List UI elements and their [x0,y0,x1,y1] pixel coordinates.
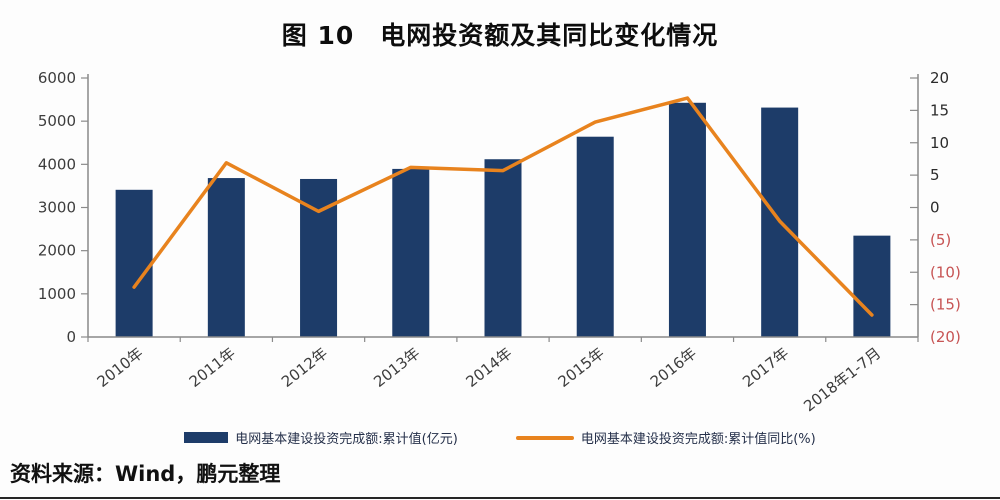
legend-item-bar-series: 电网基本建设投资完成额:累计值(亿元) [184,428,458,447]
right-axis-label-20: 20 [930,69,949,87]
line-series-swatch [515,435,574,440]
yoy-line [132,96,874,317]
right-axis-label--15: (15) [930,296,961,314]
chart-legend: 电网基本建设投资完成额:累计值(亿元) 电网基本建设投资完成额:累计值同比(%) [0,428,1000,447]
chart-canvas: 0 1000 2000 3000 4000 5000 6000 (20) (15) (10) (5)… [38,69,961,415]
right-axis-label-10: 10 [930,134,949,152]
bar-2018年1-7月 [853,235,891,337]
bottom-divider [0,497,1000,499]
left-axis-label-0: 0 [66,328,76,346]
right-axis-label-15: 15 [930,101,949,119]
x-axis-label-2013年: 2013年 [370,344,423,391]
bar-2013年 [392,168,430,337]
left-axis-label-3000: 3000 [38,199,76,217]
x-axis-label-2015年: 2015年 [555,344,608,391]
x-axis-label-2011年: 2011年 [186,344,239,391]
x-axis-label-2014年: 2014年 [462,344,515,391]
left-axis-label-4000: 4000 [38,155,76,173]
source-text: 资料来源：Wind，鹏元整理 [10,462,281,486]
bar-2011年 [207,178,245,337]
right-axis-label--10: (10) [930,263,961,281]
left-axis-label-6000: 6000 [38,69,76,87]
chart-area: 0 1000 2000 3000 4000 5000 6000 (20) (15) (10) (5)… [0,56,1000,421]
bar-2010年 [115,189,153,337]
chart-title: 图 10 电网投资额及其同比变化情况 [281,21,719,50]
bar-2015年 [576,136,614,337]
line-series-label: 电网基本建设投资完成额:累计值同比(%) [580,432,816,447]
right-axis-label-0: 0 [930,199,940,217]
bar-series-label: 电网基本建设投资完成额:累计值(亿元) [235,432,458,447]
right-axis-label--20: (20) [930,328,961,346]
right-axis-label--5: (5) [930,231,951,249]
right-axis-label-5: 5 [930,166,940,184]
bar-series-swatch [184,432,229,443]
left-axis-label-1000: 1000 [38,285,76,303]
legend-item-line-series: 电网基本建设投资完成额:累计值同比(%) [515,428,816,447]
x-axis-label-2012年: 2012年 [278,344,331,391]
bar-2016年 [668,102,706,337]
x-axis-label-2010年: 2010年 [94,344,147,391]
bar-2014年 [484,159,522,337]
left-axis-label-2000: 2000 [38,242,76,260]
left-axis-label-5000: 5000 [38,112,76,130]
x-axis-label-2017年: 2017年 [739,344,792,391]
x-axis-label-2016年: 2016年 [647,344,700,391]
x-axis-label-2018年1-7月: 2018年1-7月 [800,344,884,415]
